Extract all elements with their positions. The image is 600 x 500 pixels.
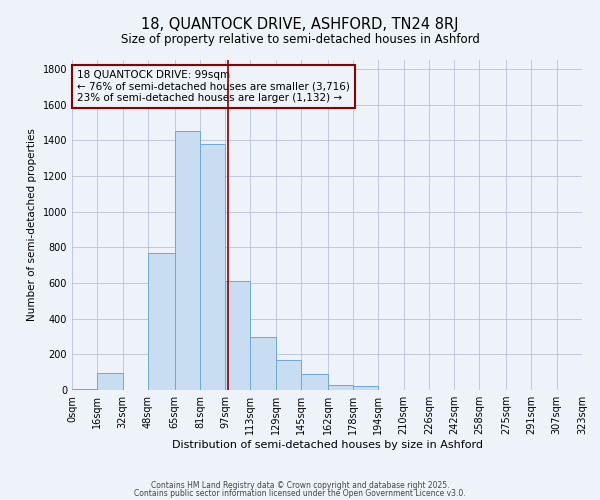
Text: 18 QUANTOCK DRIVE: 99sqm
← 76% of semi-detached houses are smaller (3,716)
23% o: 18 QUANTOCK DRIVE: 99sqm ← 76% of semi-d… [77, 70, 350, 103]
Text: Contains public sector information licensed under the Open Government Licence v3: Contains public sector information licen… [134, 489, 466, 498]
Text: Contains HM Land Registry data © Crown copyright and database right 2025.: Contains HM Land Registry data © Crown c… [151, 480, 449, 490]
Bar [97, 373, 122, 390]
Bar [225, 281, 250, 390]
Text: Size of property relative to semi-detached houses in Ashford: Size of property relative to semi-detach… [121, 32, 479, 46]
Bar [301, 374, 328, 390]
Bar [200, 144, 225, 390]
Bar [353, 386, 379, 390]
X-axis label: Distribution of semi-detached houses by size in Ashford: Distribution of semi-detached houses by … [172, 440, 482, 450]
Bar [328, 384, 353, 390]
Bar [175, 132, 200, 390]
Bar [250, 338, 275, 390]
Bar [72, 389, 97, 390]
Bar [148, 252, 175, 390]
Bar [275, 360, 301, 390]
Y-axis label: Number of semi-detached properties: Number of semi-detached properties [27, 128, 37, 322]
Text: 18, QUANTOCK DRIVE, ASHFORD, TN24 8RJ: 18, QUANTOCK DRIVE, ASHFORD, TN24 8RJ [141, 18, 459, 32]
